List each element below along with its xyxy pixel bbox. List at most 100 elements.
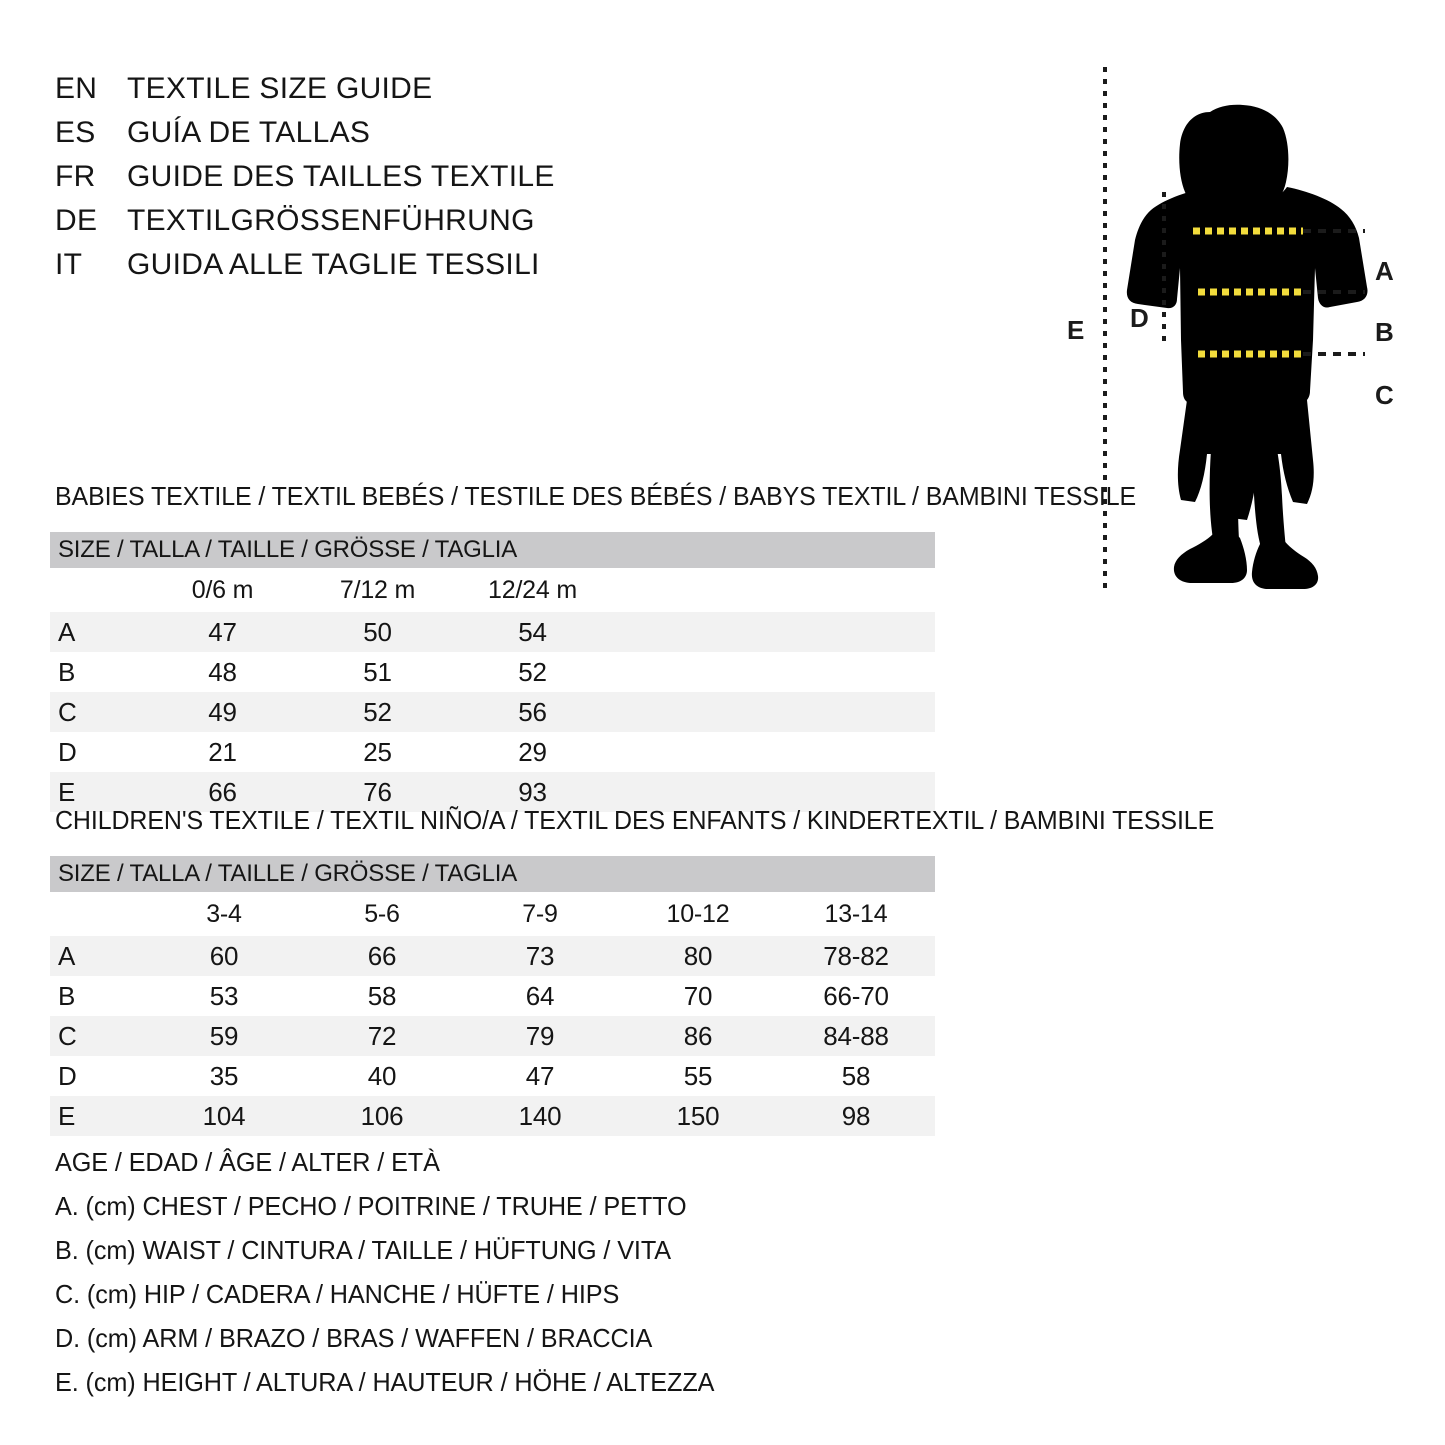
figure-label-waist: B xyxy=(1375,317,1394,347)
figure-label-hip: C xyxy=(1375,380,1394,410)
babies-size-table: SIZE / TALLA / TAILLE / GRÖSSE / TAGLIA … xyxy=(50,532,936,812)
table-cell: 49 xyxy=(145,692,300,732)
column-header-row: 0/6 m 7/12 m 12/24 m xyxy=(50,568,936,612)
legend-item: A. (cm) CHEST / PECHO / POITRINE / TRUHE… xyxy=(55,1191,687,1221)
table-cell: 21 xyxy=(145,732,300,772)
table-cell: 76 xyxy=(300,772,455,812)
size-header-label: SIZE / TALLA / TAILLE / GRÖSSE / TAGLIA xyxy=(50,856,935,892)
language-title: GUIDA ALLE TAGLIE TESSILI xyxy=(127,248,540,281)
table-row: E 66 76 93 xyxy=(50,772,936,812)
table-cell: 58 xyxy=(777,1056,935,1096)
table-row: D 21 25 29 xyxy=(50,732,936,772)
row-letter: C xyxy=(50,692,145,732)
language-row: EN TEXTILE SIZE GUIDE xyxy=(55,72,675,116)
table-cell: 106 xyxy=(303,1096,461,1136)
table-cell: 73 xyxy=(461,936,619,976)
table-cell: 35 xyxy=(145,1056,303,1096)
table-cell: 78-82 xyxy=(777,936,935,976)
table-row: B 48 51 52 xyxy=(50,652,936,692)
child-silhouette-diagram xyxy=(1103,67,1368,589)
row-letter: E xyxy=(50,1096,145,1136)
row-letter: E xyxy=(50,772,145,812)
table-cell: 40 xyxy=(303,1056,461,1096)
table-row: C 59 72 79 86 84-88 xyxy=(50,1016,935,1056)
table-cell: 66-70 xyxy=(777,976,935,1016)
table-cell: 86 xyxy=(619,1016,777,1056)
table-row: C 49 52 56 xyxy=(50,692,936,732)
table-cell: 84-88 xyxy=(777,1016,935,1056)
table-cell: 150 xyxy=(619,1096,777,1136)
column-header: 3-4 xyxy=(145,892,303,936)
row-letter: C xyxy=(50,1016,145,1056)
language-row: FR GUIDE DES TAILLES TEXTILE xyxy=(55,160,675,204)
legend-item: B. (cm) WAIST / CINTURA / TAILLE / HÜFTU… xyxy=(55,1235,671,1265)
language-code: EN xyxy=(55,72,98,105)
table-cell: 64 xyxy=(461,976,619,1016)
figure-label-arm: D xyxy=(1130,303,1149,333)
table-row: A 60 66 73 80 78-82 xyxy=(50,936,935,976)
table-cell: 54 xyxy=(455,612,610,652)
corner-cell xyxy=(50,568,145,612)
babies-section-title: BABIES TEXTILE / TEXTIL BEBÉS / TESTILE … xyxy=(55,481,1137,511)
figure-label-height: E xyxy=(1067,315,1085,345)
table-cell: 52 xyxy=(300,692,455,732)
figure-label-chest: A xyxy=(1375,256,1394,286)
column-header: 10-12 xyxy=(619,892,777,936)
column-header: 5-6 xyxy=(303,892,461,936)
column-header: 0/6 m xyxy=(145,568,300,612)
table-cell: 47 xyxy=(145,612,300,652)
language-code: IT xyxy=(55,248,83,281)
table-cell: 59 xyxy=(145,1016,303,1056)
children-section-title: CHILDREN'S TEXTILE / TEXTIL NIÑO/A / TEX… xyxy=(55,805,1215,835)
table-cell: 66 xyxy=(303,936,461,976)
empty-cell xyxy=(610,732,936,772)
table-cell: 140 xyxy=(461,1096,619,1136)
size-header-label: SIZE / TALLA / TAILLE / GRÖSSE / TAGLIA xyxy=(50,532,936,568)
table-cell: 93 xyxy=(455,772,610,812)
table-cell: 50 xyxy=(300,612,455,652)
empty-cell xyxy=(610,652,936,692)
language-code: FR xyxy=(55,160,96,193)
row-letter: A xyxy=(50,612,145,652)
row-letter: D xyxy=(50,1056,145,1096)
table-row: A 47 50 54 xyxy=(50,612,936,652)
table-cell: 29 xyxy=(455,732,610,772)
legend-item: D. (cm) ARM / BRAZO / BRAS / WAFFEN / BR… xyxy=(55,1323,653,1353)
table-cell: 55 xyxy=(619,1056,777,1096)
table-cell: 52 xyxy=(455,652,610,692)
empty-cell xyxy=(610,568,936,612)
language-code: ES xyxy=(55,116,96,149)
language-title: GUIDE DES TAILLES TEXTILE xyxy=(127,160,555,193)
table-row: E 104 106 140 150 98 xyxy=(50,1096,935,1136)
table-cell: 70 xyxy=(619,976,777,1016)
column-header: 7-9 xyxy=(461,892,619,936)
child-silhouette-icon xyxy=(1126,104,1368,589)
measurement-figure-panel: E D A B C xyxy=(1035,40,1445,610)
language-row: ES GUÍA DE TALLAS xyxy=(55,116,675,160)
table-cell: 104 xyxy=(145,1096,303,1136)
table-cell: 48 xyxy=(145,652,300,692)
empty-cell xyxy=(610,772,936,812)
language-code: DE xyxy=(55,204,98,237)
table-cell: 56 xyxy=(455,692,610,732)
empty-cell xyxy=(610,612,936,652)
language-header-block: EN TEXTILE SIZE GUIDE ES GUÍA DE TALLAS … xyxy=(55,72,675,292)
children-size-table: SIZE / TALLA / TAILLE / GRÖSSE / TAGLIA … xyxy=(50,856,935,1136)
table-cell: 53 xyxy=(145,976,303,1016)
table-cell: 66 xyxy=(145,772,300,812)
language-row: DE TEXTILGRÖSSENFÜHRUNG xyxy=(55,204,675,248)
column-header: 13-14 xyxy=(777,892,935,936)
column-header: 12/24 m xyxy=(455,568,610,612)
table-cell: 80 xyxy=(619,936,777,976)
table-header-band: SIZE / TALLA / TAILLE / GRÖSSE / TAGLIA xyxy=(50,532,936,568)
language-row: IT GUIDA ALLE TAGLIE TESSILI xyxy=(55,248,675,292)
table-cell: 58 xyxy=(303,976,461,1016)
row-letter: B xyxy=(50,976,145,1016)
language-title: TEXTILE SIZE GUIDE xyxy=(127,72,433,105)
table-cell: 60 xyxy=(145,936,303,976)
table-cell: 98 xyxy=(777,1096,935,1136)
column-header: 7/12 m xyxy=(300,568,455,612)
table-cell: 25 xyxy=(300,732,455,772)
language-title: TEXTILGRÖSSENFÜHRUNG xyxy=(127,204,535,237)
